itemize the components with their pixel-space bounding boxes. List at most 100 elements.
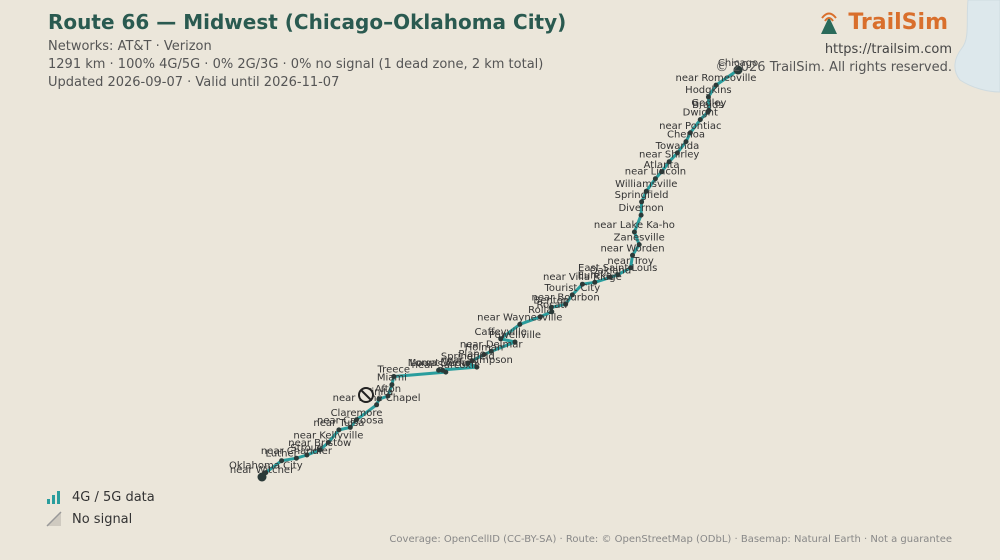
route-end-marker[interactable] xyxy=(257,472,267,482)
town-label: near Waynesville xyxy=(477,312,562,323)
town-dot[interactable] xyxy=(512,339,518,345)
town-label: Powellville xyxy=(489,330,541,341)
town-dot[interactable] xyxy=(659,169,665,175)
dead-zone-marker[interactable] xyxy=(358,387,374,403)
town-dot[interactable] xyxy=(630,252,635,258)
town-dot[interactable] xyxy=(652,176,658,182)
town-dot[interactable] xyxy=(713,82,719,88)
town-label: Loma Linda xyxy=(410,358,468,369)
town-label: Springfield xyxy=(441,351,495,362)
town-dot[interactable] xyxy=(354,417,359,423)
town-dot[interactable] xyxy=(317,447,323,453)
town-label: Eureka xyxy=(578,270,612,281)
town-dot[interactable] xyxy=(488,348,494,354)
legend-item-no-signal: No signal xyxy=(46,508,155,530)
town-label: near Romeoville xyxy=(676,73,757,84)
town-label: Holman xyxy=(465,343,504,354)
town-label: near Tulsa xyxy=(313,418,364,429)
town-dot[interactable] xyxy=(376,396,382,402)
town-label: Godley xyxy=(691,98,726,109)
town-dot[interactable] xyxy=(469,358,475,364)
town-dot[interactable] xyxy=(592,279,598,285)
town-dot[interactable] xyxy=(638,212,644,218)
town-dot[interactable] xyxy=(697,117,703,123)
town-dot[interactable] xyxy=(548,304,554,310)
town-dot[interactable] xyxy=(687,130,693,136)
town-dot[interactable] xyxy=(385,393,391,399)
town-label: near Lake Ka-ho xyxy=(594,220,675,231)
town-dot[interactable] xyxy=(374,402,380,408)
town-dot[interactable] xyxy=(336,427,342,433)
town-dot[interactable] xyxy=(643,188,649,194)
town-label: near Sampson xyxy=(441,355,513,366)
town-dot[interactable] xyxy=(498,336,504,342)
town-label: Tourist City xyxy=(543,283,600,294)
town-dot[interactable] xyxy=(389,382,395,388)
town-label: Claremore xyxy=(331,408,383,419)
town-dot[interactable] xyxy=(436,367,442,373)
town-dot[interactable] xyxy=(549,309,555,315)
town-label: Zanesville xyxy=(614,233,665,244)
town-dot[interactable] xyxy=(674,150,680,156)
town-dot[interactable] xyxy=(391,374,397,379)
town-label: Braids xyxy=(692,100,723,111)
brand-url[interactable]: https://trailsim.com xyxy=(824,42,952,57)
brand-logo[interactable]: TrailSim xyxy=(816,10,948,35)
town-dot[interactable] xyxy=(347,424,353,430)
town-dot[interactable] xyxy=(608,274,613,280)
town-dot[interactable] xyxy=(683,139,689,145)
town-label: near Bourbon xyxy=(532,292,600,303)
town-label: Stroud xyxy=(290,443,323,454)
town-label: Treece xyxy=(377,365,411,376)
town-label: Plano xyxy=(458,349,485,360)
town-dot[interactable] xyxy=(517,321,523,327)
town-dot[interactable] xyxy=(465,360,471,366)
town-dot[interactable] xyxy=(615,272,621,278)
town-dot[interactable] xyxy=(325,440,331,445)
town-label: Rolla xyxy=(528,305,552,316)
town-dot[interactable] xyxy=(631,229,637,235)
page-title: Route 66 — Midwest (Chicago–Oklahoma Cit… xyxy=(48,10,567,34)
town-label: near Witcher xyxy=(230,465,295,476)
attribution: Coverage: OpenCellID (CC-BY-SA) · Route:… xyxy=(389,534,952,545)
stats-line: 1291 km · 100% 4G/5G · 0% 2G/3G · 0% no … xyxy=(48,57,544,72)
town-dot[interactable] xyxy=(304,452,310,458)
town-dot[interactable] xyxy=(705,109,711,115)
town-dot[interactable] xyxy=(639,199,645,205)
town-dot[interactable] xyxy=(705,94,711,100)
town-dot[interactable] xyxy=(666,159,672,165)
town-label: Rosati xyxy=(536,300,567,311)
town-label: near Kellyville xyxy=(293,431,363,442)
town-dot[interactable] xyxy=(628,265,634,271)
signal-bars-icon xyxy=(47,491,60,504)
route-start-marker[interactable] xyxy=(733,65,743,75)
town-label: near Worden xyxy=(600,243,664,254)
town-dot[interactable] xyxy=(579,281,585,287)
town-dot[interactable] xyxy=(481,352,487,357)
town-label: Caffeyville xyxy=(474,327,526,338)
legend-item-4g: 4G / 5G data xyxy=(46,486,155,508)
town-label: near Villa Ridge xyxy=(543,272,622,283)
town-label: near Bristow xyxy=(288,438,351,449)
town-dot[interactable] xyxy=(537,314,543,320)
brand-name: TrailSim xyxy=(848,10,948,35)
town-label: Hodgkins xyxy=(685,85,731,96)
town-dot[interactable] xyxy=(474,364,480,370)
town-dot[interactable] xyxy=(563,301,569,307)
town-dot[interactable] xyxy=(440,367,445,373)
town-label: near Lone Chapel xyxy=(333,393,421,404)
town-dot[interactable] xyxy=(293,455,299,461)
town-label: Vinita xyxy=(365,387,394,398)
town-dot[interactable] xyxy=(569,292,575,298)
town-label: Luther xyxy=(265,449,298,460)
town-dot[interactable] xyxy=(636,242,642,248)
map-legend: 4G / 5G data No signal xyxy=(46,486,155,530)
copyright: © 2026 TrailSim. All rights reserved. xyxy=(715,60,952,75)
town-label: Dwight xyxy=(683,108,718,119)
town-label: near Shirley xyxy=(639,150,699,161)
town-label: near Lincoln xyxy=(625,167,686,178)
town-dot[interactable] xyxy=(279,458,285,464)
town-label: near Troy xyxy=(607,256,654,267)
